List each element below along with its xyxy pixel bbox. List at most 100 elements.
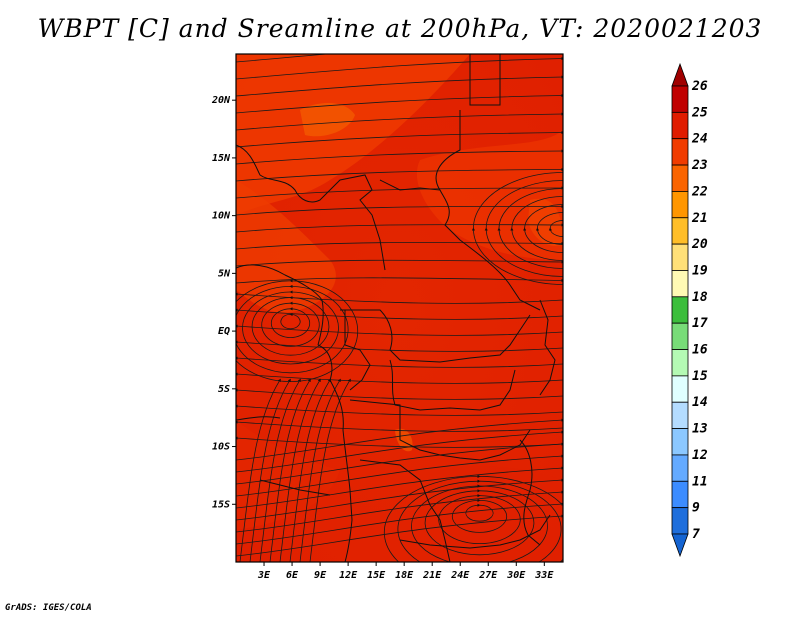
- streamline: [424, 489, 535, 556]
- grads-credit: GrADS: IGES/COLA: [5, 603, 92, 613]
- streamline: [236, 420, 563, 432]
- colorbar-swatch: [671, 375, 689, 403]
- streamline: [269, 378, 311, 562]
- y-tick-label: 15N: [212, 153, 231, 164]
- y-tick-label: 20N: [211, 95, 231, 106]
- streamline: [270, 307, 311, 338]
- colorbar-label: 12: [692, 448, 708, 463]
- colorbar-swatch: [671, 349, 689, 377]
- colorbar-label: 24: [691, 132, 708, 147]
- streamline: [236, 404, 563, 416]
- streamline: [239, 378, 281, 562]
- colorbar-swatch: [671, 270, 689, 298]
- x-tick-label: 3E: [257, 570, 271, 581]
- streamline: [236, 372, 563, 384]
- streamline: [236, 466, 563, 509]
- streamline: [236, 56, 563, 80]
- streamline: [236, 478, 563, 521]
- streamline: [236, 514, 563, 557]
- colorbar-label: 22: [691, 184, 708, 199]
- streamline: [289, 378, 331, 562]
- colorbar-label: 20: [691, 237, 708, 252]
- y-tick-label: 5S: [218, 384, 230, 395]
- streamline: [523, 204, 563, 253]
- map-plot-area: [235, 53, 564, 563]
- streamline: [309, 378, 351, 562]
- streamline: [236, 340, 563, 352]
- colorbar-label: 7: [692, 527, 700, 542]
- colorbar-swatch: [671, 243, 689, 271]
- x-tick-label: 21E: [422, 570, 442, 581]
- x-tick-label: 9E: [314, 570, 327, 581]
- colorbar: 26 25 24 23 22 21 20 19 18 17 16 15 14 13 12 11 9 7: [671, 62, 708, 558]
- colorbar-swatch: [671, 480, 689, 509]
- streamline: [236, 418, 563, 461]
- colorbar-label: 17: [692, 316, 708, 331]
- streamline: [236, 149, 563, 165]
- streamline: [242, 290, 339, 365]
- colorbar-label: 18: [692, 290, 708, 305]
- streamline: [236, 490, 563, 533]
- colorbar-swatch: [671, 191, 689, 219]
- x-tick-label: 33E: [534, 570, 554, 581]
- streamline: [236, 223, 563, 233]
- streamline: [236, 186, 563, 199]
- colorbar-swatch: [671, 164, 689, 192]
- streamline: [279, 378, 321, 562]
- streamline: [261, 301, 320, 347]
- colorbar-label: 25: [691, 105, 708, 120]
- y-tick-label: 10S: [212, 442, 230, 453]
- colorbar-swatch: [671, 85, 689, 113]
- x-tick-label: 15E: [367, 570, 386, 581]
- streamline: [236, 356, 563, 368]
- colorbar-bottom-triangle: [671, 533, 689, 558]
- colorbar-swatch: [671, 217, 689, 245]
- colorbar-label: 9: [692, 501, 700, 516]
- streamline: [251, 296, 330, 356]
- streamline: [438, 494, 521, 544]
- x-tick-label: 30E: [506, 570, 526, 581]
- colorbar-top-triangle: [671, 62, 689, 87]
- colorbar-label: 11: [692, 474, 708, 489]
- chart-title: WBPT [C] and Sreamline at 200hPa, VT: 20…: [37, 14, 763, 43]
- y-axis: 20N 15N 10N 5N EQ 5S 10S 15S: [211, 95, 236, 510]
- streamline: [236, 130, 563, 148]
- streamline: [471, 172, 563, 285]
- x-axis: 3E 6E 9E 12E 15E 18E 21E 24E 27E 30E 33E: [257, 562, 554, 581]
- streamline: [236, 436, 563, 448]
- streamline: [259, 378, 301, 562]
- streamline: [236, 167, 563, 182]
- colorbar-swatch: [671, 401, 689, 429]
- streamline: [236, 284, 349, 374]
- streamline: [397, 479, 562, 562]
- streamline: [236, 277, 563, 284]
- colorbar-swatch: [671, 322, 689, 350]
- colorbar-label: 19: [692, 263, 708, 278]
- streamline: [236, 388, 563, 400]
- colorbar-label: 21: [691, 211, 708, 226]
- streamline: [236, 241, 563, 250]
- streamline: [484, 180, 563, 277]
- x-tick-label: 6E: [286, 570, 299, 581]
- streamline: [497, 188, 563, 269]
- streamlines: [236, 54, 563, 562]
- streamline: [510, 196, 563, 261]
- y-tick-label: 10N: [212, 211, 231, 222]
- streamline: [236, 259, 563, 267]
- colorbar-swatch: [671, 138, 689, 166]
- streamline: [299, 378, 341, 562]
- y-tick-label: 15S: [212, 499, 230, 510]
- x-tick-label: 24E: [450, 570, 470, 581]
- x-tick-label: 12E: [339, 570, 358, 581]
- colorbar-swatch: [671, 454, 689, 482]
- streamline: [535, 212, 563, 245]
- colorbar-label: 23: [691, 158, 708, 173]
- streamline: [236, 75, 563, 97]
- streamline: [249, 378, 291, 562]
- colorbar-swatch: [671, 111, 689, 140]
- streamline: [236, 93, 563, 114]
- x-tick-label: 27E: [478, 570, 498, 581]
- colorbar-label: 13: [692, 422, 708, 437]
- y-tick-label: EQ: [218, 326, 230, 337]
